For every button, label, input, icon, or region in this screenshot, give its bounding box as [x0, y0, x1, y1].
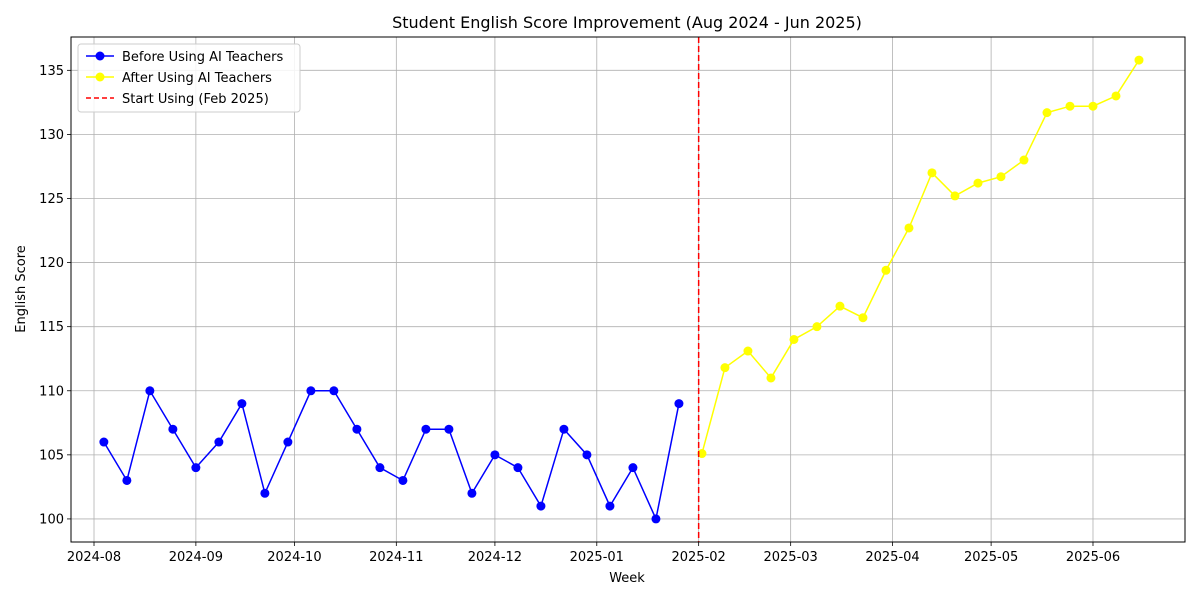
- legend-marker-after: [95, 72, 105, 82]
- data-point-after: [1065, 101, 1075, 111]
- x-tick-label: 2024-11: [369, 550, 423, 565]
- data-point-after: [1019, 155, 1029, 165]
- data-point-after: [812, 322, 822, 332]
- series-line-before: [103, 388, 680, 522]
- x-tick-label: 2025-06: [1066, 550, 1120, 565]
- data-point-after: [1134, 55, 1144, 65]
- data-point-after: [835, 301, 845, 311]
- y-axis-label: English Score: [14, 245, 29, 332]
- data-point-before: [559, 424, 569, 434]
- data-point-after: [904, 223, 914, 233]
- x-tick-label: 2024-08: [67, 550, 121, 565]
- y-tick-label: 115: [39, 320, 64, 335]
- data-point-before: [237, 399, 247, 409]
- legend-label-start: Start Using (Feb 2025): [122, 92, 269, 107]
- data-point-before: [168, 424, 178, 434]
- data-point-before: [674, 399, 684, 409]
- y-tick-label: 120: [39, 256, 64, 271]
- grid: [71, 37, 1185, 542]
- data-point-before: [260, 488, 270, 498]
- plot-lines: [99, 37, 1144, 542]
- data-point-after: [950, 191, 960, 201]
- data-point-before: [375, 463, 385, 473]
- y-tick-label: 135: [39, 64, 64, 79]
- data-point-before: [398, 475, 408, 485]
- data-point-before: [490, 450, 500, 460]
- data-point-after: [1088, 101, 1098, 111]
- data-point-before: [628, 463, 638, 473]
- data-point-before: [214, 437, 224, 447]
- x-tick-label: 2024-12: [468, 550, 522, 565]
- data-point-before: [605, 501, 615, 511]
- data-point-before: [467, 488, 477, 498]
- y-tick-label: 130: [39, 128, 64, 143]
- data-point-before: [329, 386, 339, 396]
- y-tick-label: 105: [39, 448, 64, 463]
- y-tick-label: 110: [39, 384, 64, 399]
- legend-label-before: Before Using AI Teachers: [122, 50, 283, 65]
- legend-label-after: After Using AI Teachers: [122, 71, 272, 86]
- data-point-before: [283, 437, 293, 447]
- y-tick-label: 125: [39, 192, 64, 207]
- data-point-after: [697, 449, 707, 459]
- chart-title: Student English Score Improvement (Aug 2…: [392, 13, 862, 32]
- data-point-before: [536, 501, 546, 511]
- data-point-before: [122, 475, 132, 485]
- x-tick-label: 2025-01: [570, 550, 624, 565]
- data-point-after: [858, 313, 868, 323]
- x-tick-label: 2025-05: [964, 550, 1018, 565]
- data-point-before: [191, 463, 201, 473]
- data-point-before: [352, 424, 362, 434]
- data-point-after: [881, 265, 891, 275]
- legend-box: [77, 43, 301, 113]
- data-point-after: [743, 346, 753, 356]
- data-point-after: [1042, 108, 1052, 118]
- data-point-after: [927, 168, 937, 178]
- data-point-before: [513, 463, 523, 473]
- x-axis: 2024-08 2024-09 2024-10 2024-11 2024-12 2025-…: [67, 542, 1120, 565]
- data-point-before: [99, 437, 109, 447]
- data-point-after: [789, 334, 799, 344]
- data-point-before: [145, 386, 155, 396]
- data-point-before: [306, 386, 316, 396]
- data-point-before: [421, 424, 431, 434]
- x-tick-label: 2025-04: [865, 550, 919, 565]
- data-point-before: [444, 424, 454, 434]
- y-tick-label: 100: [39, 512, 64, 527]
- data-point-before: [651, 514, 661, 524]
- legend-marker-before: [95, 51, 105, 61]
- legend: Before Using AI Teachers After Using AI …: [77, 43, 301, 113]
- x-tick-label: 2024-10: [267, 550, 321, 565]
- data-point-after: [720, 363, 730, 373]
- x-tick-label: 2024-09: [169, 550, 223, 565]
- data-point-after: [973, 178, 983, 188]
- y-axis: 100 105 110 115 120 125 130 135: [39, 64, 71, 527]
- data-point-before: [582, 450, 592, 460]
- x-axis-label: Week: [609, 571, 645, 586]
- data-point-after: [1111, 91, 1121, 101]
- axes-frame: [70, 36, 1186, 543]
- data-point-after: [766, 373, 776, 383]
- data-point-after: [996, 172, 1006, 182]
- x-tick-label: 2025-02: [671, 550, 725, 565]
- x-tick-label: 2025-03: [763, 550, 817, 565]
